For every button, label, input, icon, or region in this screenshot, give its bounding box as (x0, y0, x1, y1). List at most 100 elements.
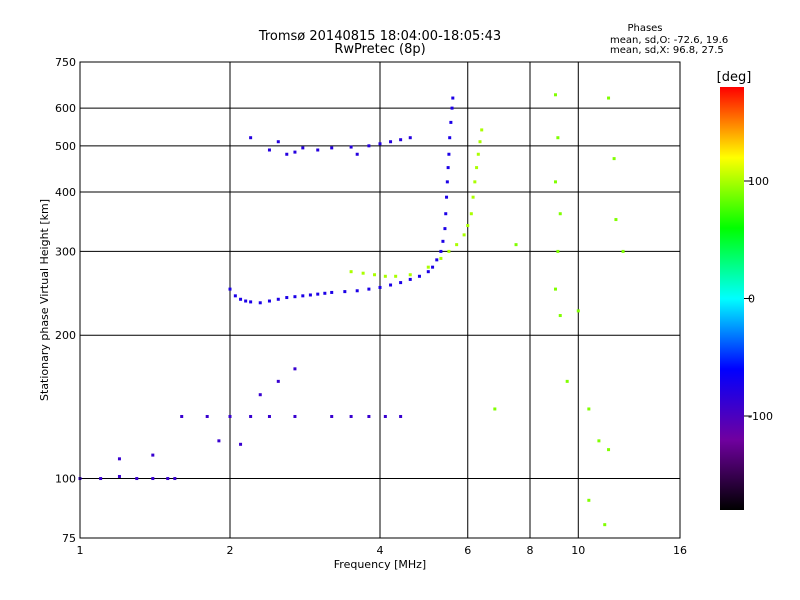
data-point (228, 414, 232, 418)
data-point (276, 379, 280, 383)
data-point (408, 273, 412, 277)
chart-subtitle: RwPretec (8p) (334, 42, 425, 57)
data-point (444, 212, 448, 216)
y-tick-label: 75 (62, 532, 76, 545)
y-tick-label: 100 (55, 473, 76, 486)
data-point (426, 270, 430, 274)
data-point (349, 145, 353, 149)
data-point (607, 96, 611, 100)
data-point (389, 140, 393, 144)
data-point (117, 474, 121, 478)
x-axis-label: Frequency [MHz] (334, 558, 426, 571)
data-point (389, 283, 393, 287)
y-tick-label: 750 (55, 56, 76, 69)
data-point (293, 150, 297, 154)
data-point (441, 239, 445, 243)
x-tick-label: 1 (77, 544, 84, 557)
data-point (244, 299, 248, 303)
data-point (394, 274, 398, 278)
data-point (439, 256, 443, 260)
plot-frame (79, 61, 681, 539)
data-point (276, 297, 280, 301)
data-point (151, 453, 155, 457)
y-tick-label: 600 (55, 102, 76, 115)
data-point (249, 414, 253, 418)
y-tick-label: 300 (55, 245, 76, 258)
data-point (293, 414, 297, 418)
data-point (258, 393, 262, 397)
data-point (435, 258, 439, 262)
data-point (349, 270, 353, 274)
data-point (180, 414, 184, 418)
data-point (614, 218, 618, 222)
x-axis-ticks: 1 2 4 6 8 10 16 (77, 544, 688, 557)
data-point (480, 128, 484, 132)
data-point (493, 407, 497, 411)
data-point (217, 439, 221, 443)
data-point (301, 146, 305, 150)
data-point (258, 301, 262, 305)
data-point (469, 212, 473, 216)
data-point (439, 249, 443, 253)
data-point (267, 299, 271, 303)
data-point (173, 477, 177, 481)
data-point (565, 379, 569, 383)
data-point (316, 292, 320, 296)
data-point (249, 300, 253, 304)
phase-box-line2: mean, sd,X: 96.8, 27.5 (610, 45, 724, 56)
y-tick-label: 400 (55, 186, 76, 199)
data-point (476, 152, 480, 156)
data-point (417, 274, 421, 278)
phase-box-line1: mean, sd,O: -72.6, 19.6 (610, 35, 728, 46)
data-point (612, 157, 616, 161)
data-point (447, 152, 451, 156)
y-axis-ticks: 75 100 200 300 400 500 600 750 (55, 56, 76, 545)
data-point (556, 249, 560, 253)
data-point (285, 152, 289, 156)
y-tick-label: 200 (55, 329, 76, 342)
colorbar-tick-label: 0 (748, 293, 755, 306)
data-point (455, 243, 459, 247)
data-point (267, 414, 271, 418)
data-point (267, 148, 271, 152)
data-point (239, 442, 243, 446)
data-point (330, 146, 334, 150)
colorbar-label: [deg] (717, 70, 752, 85)
data-point (558, 314, 562, 318)
data-point (450, 106, 454, 110)
data-points (78, 93, 625, 527)
data-point (166, 477, 170, 481)
y-tick-label: 500 (55, 140, 76, 153)
data-point (323, 291, 327, 295)
data-point (308, 293, 312, 297)
data-point (558, 212, 562, 216)
data-point (383, 414, 387, 418)
data-point (285, 296, 289, 300)
data-point (117, 457, 121, 461)
data-point (603, 523, 607, 527)
x-tick-label: 10 (571, 544, 585, 557)
data-point (361, 271, 365, 275)
x-tick-label: 4 (377, 544, 384, 557)
data-point (556, 136, 560, 140)
data-point (553, 180, 557, 184)
data-point (478, 140, 482, 144)
colorbar (720, 87, 744, 510)
data-point (431, 265, 435, 269)
data-point (399, 414, 403, 418)
data-point (378, 142, 382, 146)
plot-grid (80, 62, 680, 538)
data-point (475, 166, 479, 170)
data-point (446, 166, 450, 170)
data-point (249, 136, 253, 140)
chart-title: Tromsø 20140815 18:04:00-18:05:43 (258, 29, 501, 44)
data-point (399, 138, 403, 142)
colorbar-ticks: 100 0 -100 (744, 175, 773, 423)
data-point (408, 277, 412, 281)
data-point (597, 439, 601, 443)
data-point (466, 224, 470, 228)
x-tick-label: 2 (227, 544, 234, 557)
data-point (445, 180, 449, 184)
data-point (408, 136, 412, 140)
